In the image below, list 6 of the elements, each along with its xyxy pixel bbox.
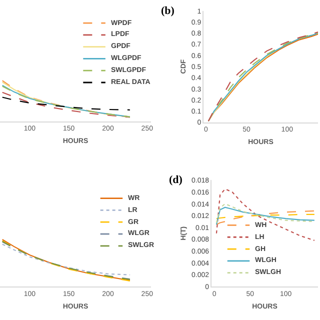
line-series [216, 206, 315, 226]
chart-title: (d) [169, 174, 183, 186]
chart-title: (b) [161, 5, 175, 17]
line-series [216, 210, 315, 226]
line-series [216, 188, 315, 242]
line-series [216, 203, 315, 224]
